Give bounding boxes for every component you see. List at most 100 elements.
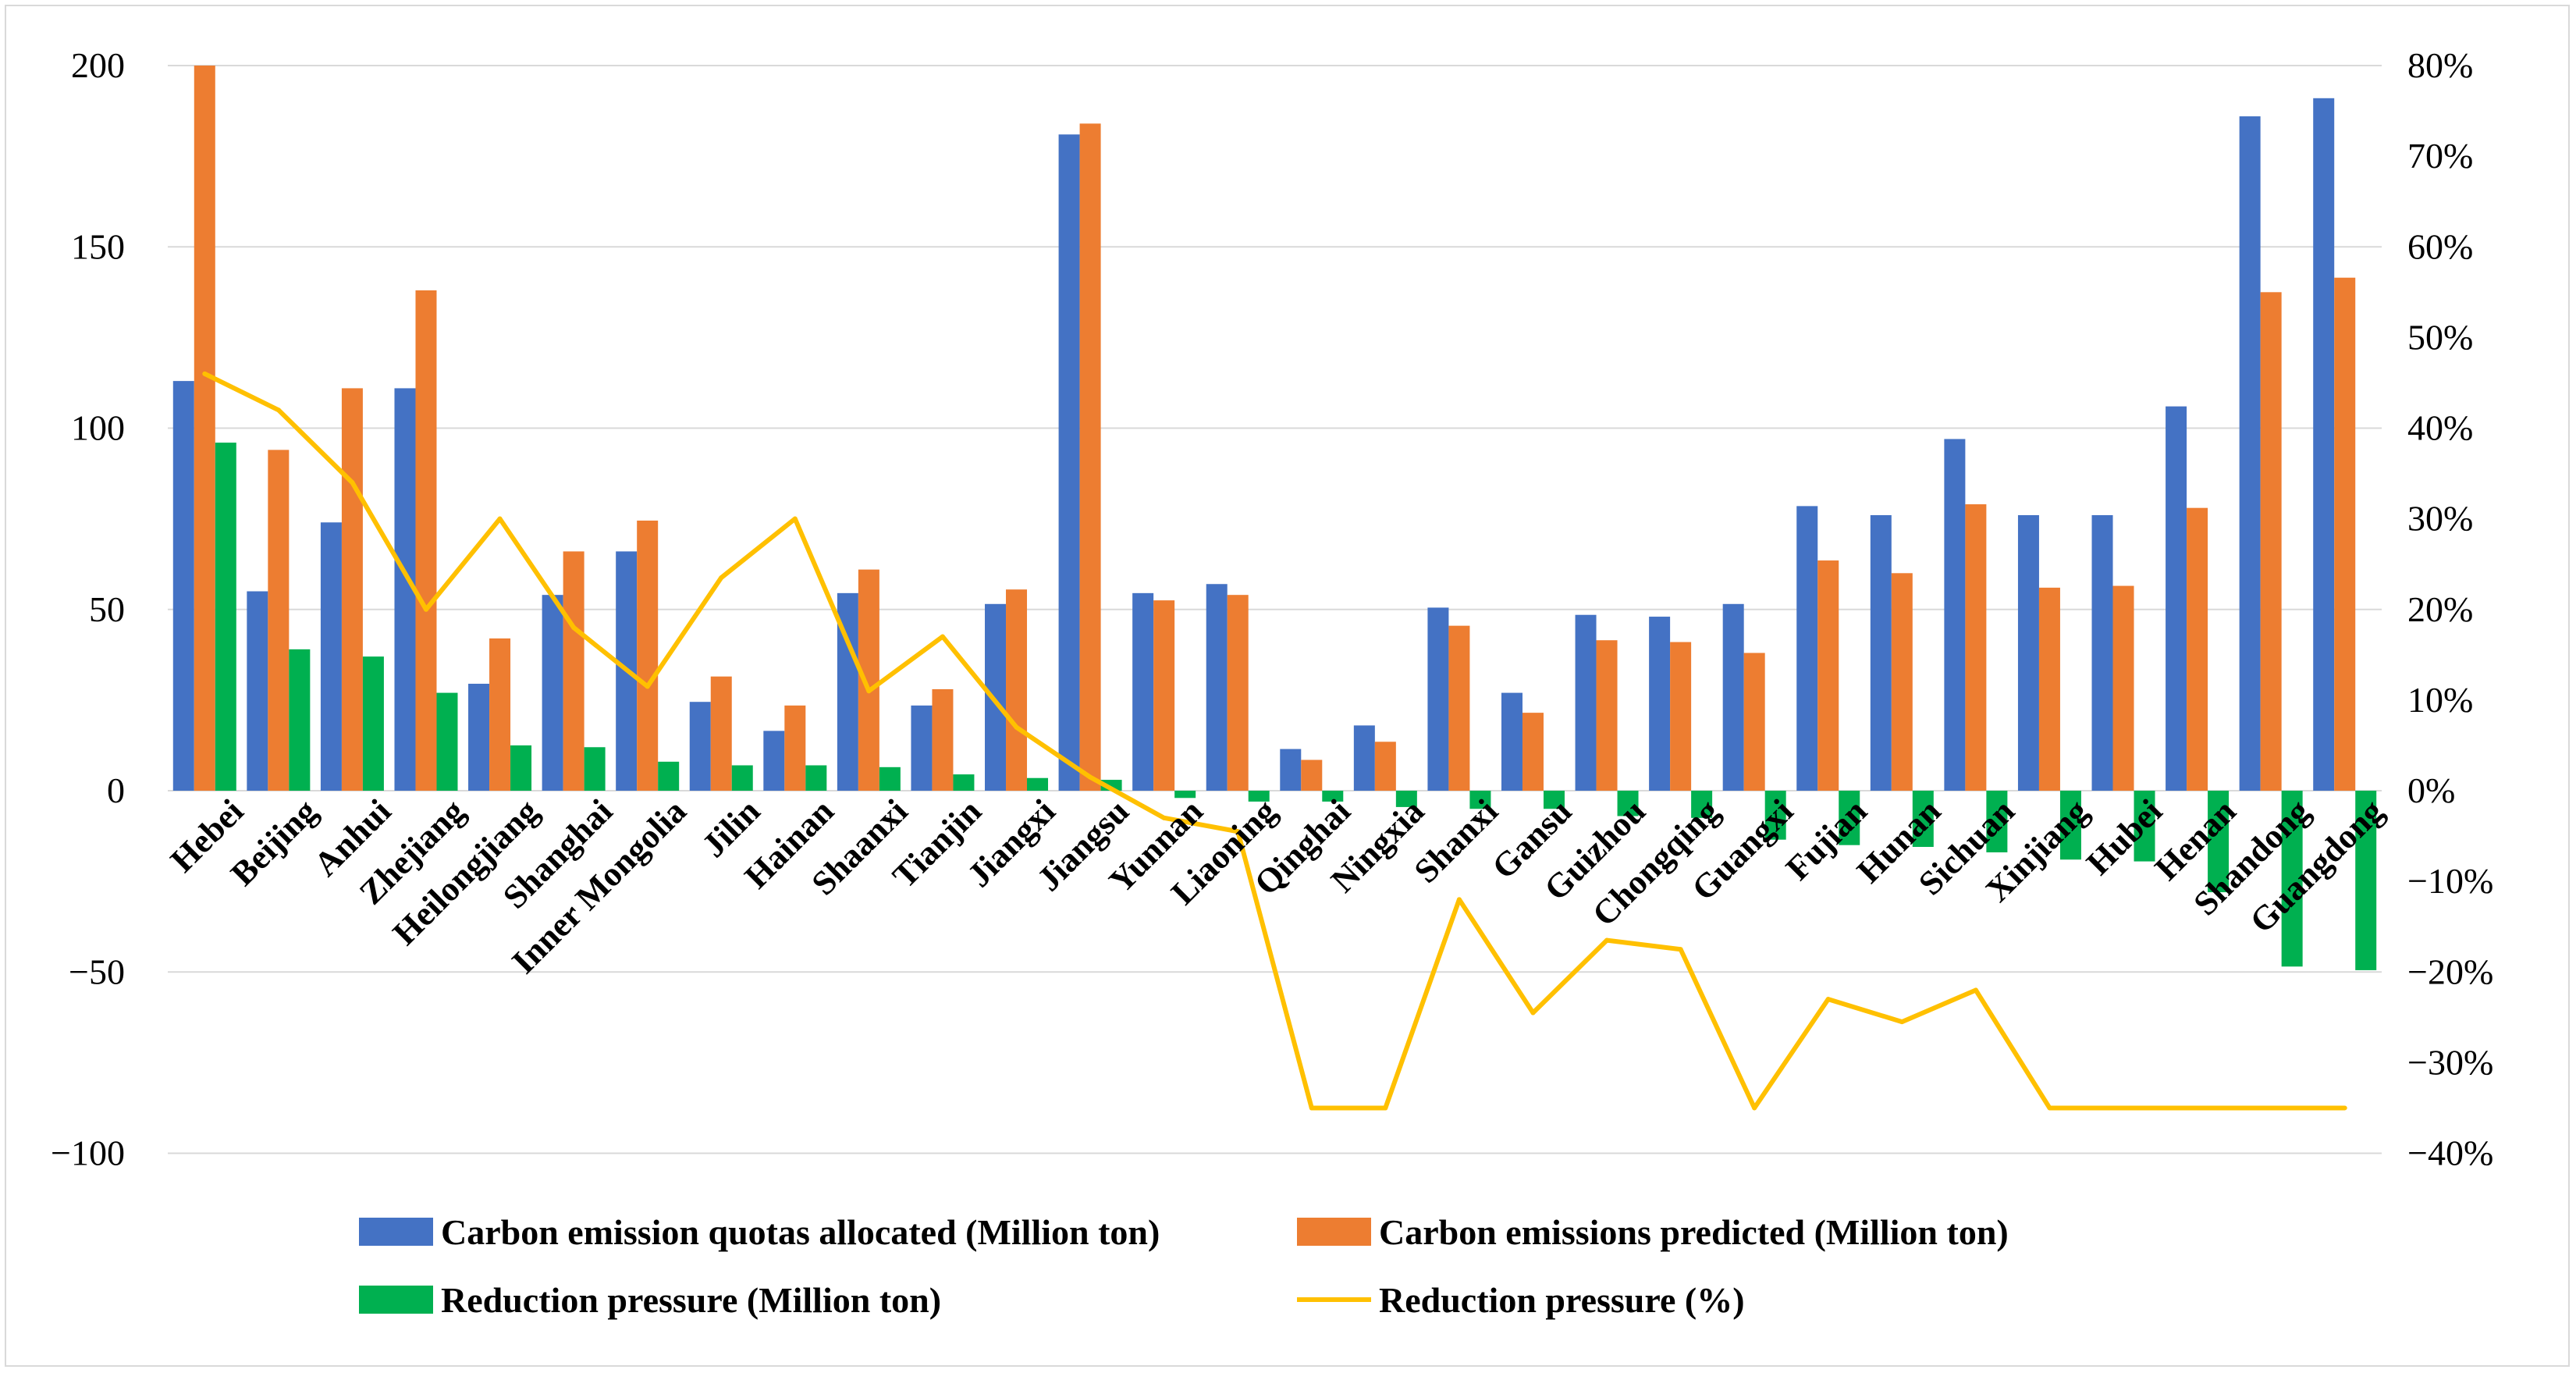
left-tick-label: −50: [69, 951, 125, 991]
bar-quota: [1280, 749, 1302, 791]
right-tick-label: −40%: [2407, 1133, 2493, 1173]
bar-reduction: [805, 765, 827, 791]
line-point: [1604, 937, 1610, 943]
bar-quota: [1944, 439, 1966, 791]
bar-reduction: [215, 443, 236, 791]
bar-quota: [247, 591, 268, 791]
line-point: [1678, 947, 1683, 952]
bar-reduction: [1322, 791, 1344, 802]
bar-predicted: [1374, 742, 1396, 791]
bar-quota: [542, 595, 563, 791]
bar-quota: [1206, 584, 1228, 791]
chart-frame: [5, 5, 2570, 1367]
line-point: [1161, 815, 1167, 820]
bar-quota: [468, 683, 490, 791]
right-tick-label: 10%: [2407, 680, 2473, 720]
line-point: [1383, 1105, 1388, 1111]
bar-reduction: [2208, 791, 2230, 893]
line-point: [1014, 724, 1019, 730]
bar-reduction: [584, 747, 606, 791]
right-tick-label: 0%: [2407, 770, 2455, 810]
bar-quota: [1649, 617, 1671, 791]
bar-quota: [2313, 98, 2335, 791]
line-point: [2121, 1105, 2127, 1111]
bar-predicted: [1006, 589, 1028, 791]
line-point: [1973, 987, 1978, 993]
line-point: [645, 684, 650, 689]
bar-quota: [763, 731, 785, 791]
legend-label: Reduction pressure (%): [1379, 1280, 1745, 1320]
bar-predicted: [415, 290, 437, 791]
legend-label: Carbon emission quotas allocated (Millio…: [441, 1212, 1160, 1252]
bar-quota: [2091, 514, 2113, 791]
bar-reduction: [1986, 791, 2008, 852]
right-tick-label: −30%: [2407, 1042, 2493, 1082]
line-point: [571, 624, 577, 630]
line-point: [1456, 897, 1462, 902]
line-point: [2047, 1105, 2052, 1111]
line-point: [866, 688, 872, 694]
bar-quota: [2239, 116, 2261, 791]
bar-predicted: [341, 388, 363, 791]
bar-reduction: [1174, 791, 1196, 799]
category-label: Shanxi: [1407, 791, 1505, 890]
bar-reduction: [1691, 791, 1713, 818]
bar-reduction: [1543, 791, 1565, 809]
line-point: [423, 606, 428, 612]
bar-quota: [911, 705, 933, 791]
bar-reduction: [1395, 791, 1417, 807]
bar-quota: [1722, 603, 1744, 791]
bar-quota: [2017, 514, 2039, 791]
right-tick-label: −10%: [2407, 861, 2493, 901]
bar-predicted: [1817, 560, 1839, 791]
bar-quota: [320, 522, 342, 791]
bar-reduction: [289, 649, 311, 791]
bar-reduction: [436, 692, 458, 791]
legend-swatch: [359, 1218, 433, 1246]
legend-swatch: [359, 1286, 433, 1314]
bar-reduction: [1027, 777, 1049, 791]
line-point: [1235, 829, 1241, 834]
right-tick-label: 80%: [2407, 45, 2473, 85]
line-point: [792, 516, 798, 521]
bar-reduction: [510, 745, 532, 791]
bar-predicted: [1965, 504, 1987, 791]
bar-predicted: [1301, 759, 1323, 791]
bar-reduction: [2281, 791, 2303, 967]
bar-reduction: [362, 656, 384, 791]
line-point: [2342, 1105, 2347, 1111]
right-tick-label: 30%: [2407, 499, 2473, 539]
line-point: [2269, 1105, 2274, 1111]
bar-predicted: [2038, 587, 2060, 791]
bar-predicted: [2187, 507, 2208, 791]
bar-quota: [1575, 614, 1597, 791]
bar-quota: [689, 702, 711, 791]
bar-reduction: [2059, 791, 2081, 860]
bar-reduction: [1912, 791, 1934, 847]
bar-reduction: [1617, 791, 1639, 816]
legend-swatch: [1297, 1218, 1371, 1246]
bar-quota: [1501, 692, 1523, 791]
bar-predicted: [563, 551, 584, 791]
bar-reduction: [2134, 791, 2155, 862]
bar-predicted: [489, 638, 511, 791]
right-tick-label: 20%: [2407, 589, 2473, 629]
right-tick-label: 60%: [2407, 226, 2473, 266]
bar-predicted: [2260, 292, 2282, 791]
line-point: [940, 634, 945, 639]
left-tick-label: 0: [107, 770, 125, 810]
bar-predicted: [1743, 653, 1765, 791]
bar-predicted: [858, 569, 879, 791]
line-point: [275, 407, 281, 413]
bar-quota: [2166, 406, 2187, 791]
left-tick-label: 100: [71, 408, 125, 448]
left-tick-label: 200: [71, 45, 125, 85]
bar-reduction: [658, 761, 680, 791]
line-reduction-pressure-percent: [203, 372, 2345, 1111]
bar-predicted: [2334, 277, 2356, 791]
line-point: [2194, 1105, 2200, 1111]
bar-quota: [1058, 134, 1080, 791]
bar-predicted: [1891, 573, 1913, 791]
line-point: [1825, 997, 1831, 1002]
